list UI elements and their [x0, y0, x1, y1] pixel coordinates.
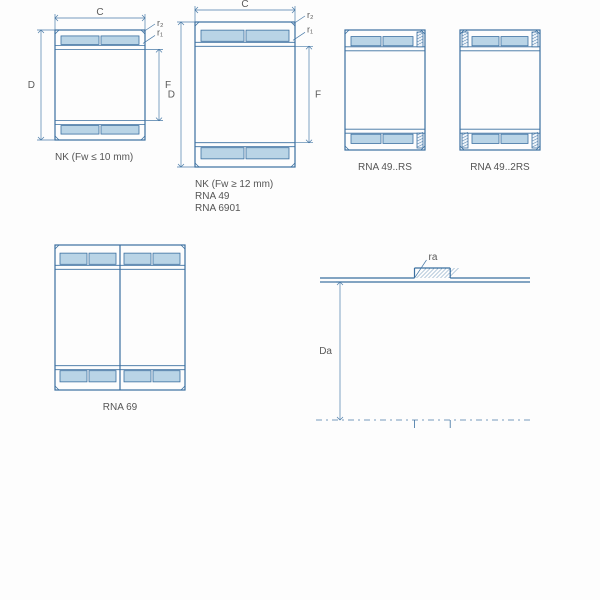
caption-nk_large-1: RNA 49 [195, 191, 230, 202]
detail-shoulder: ra Da [316, 252, 534, 428]
diagram-canvas: CDFr₁r₂NK (Fw ≤ 10 mm)CDFr₁r₂NK (Fw ≥ 12… [0, 0, 600, 600]
label-ra: ra [429, 252, 438, 263]
svg-text:r₁: r₁ [157, 27, 163, 37]
bearing-nk_small: CDFr₁r₂NK (Fw ≤ 10 mm) [28, 7, 171, 163]
caption-nk_large-0: NK (Fw ≥ 12 mm) [195, 179, 273, 190]
svg-text:r₂: r₂ [157, 18, 164, 28]
caption-nk_large-2: RNA 6901 [195, 203, 241, 214]
bearing-rna69: RNA 69 [55, 245, 185, 413]
svg-text:D: D [28, 80, 35, 91]
svg-text:r₁: r₁ [307, 24, 313, 34]
caption-rna49_2rs: RNA 49..2RS [470, 162, 530, 173]
caption-rna69: RNA 69 [103, 402, 138, 413]
caption-rna49_rs: RNA 49..RS [358, 162, 412, 173]
svg-text:r₂: r₂ [307, 10, 314, 20]
label-Da: Da [319, 346, 332, 357]
bearing-nk_large: C D Fr₁ r₂ NK (Fw ≥ 12 mm)RNA 49RNA 6901 [168, 0, 321, 214]
svg-text:D: D [168, 90, 175, 101]
caption-nk_small: NK (Fw ≤ 10 mm) [55, 152, 133, 163]
svg-text:F: F [315, 90, 321, 101]
svg-text:C: C [96, 7, 103, 18]
bearing-rna49_2rs: RNA 49..2RS [460, 30, 540, 173]
bearing-rna49_rs: RNA 49..RS [345, 30, 425, 173]
svg-text:C: C [241, 0, 248, 10]
